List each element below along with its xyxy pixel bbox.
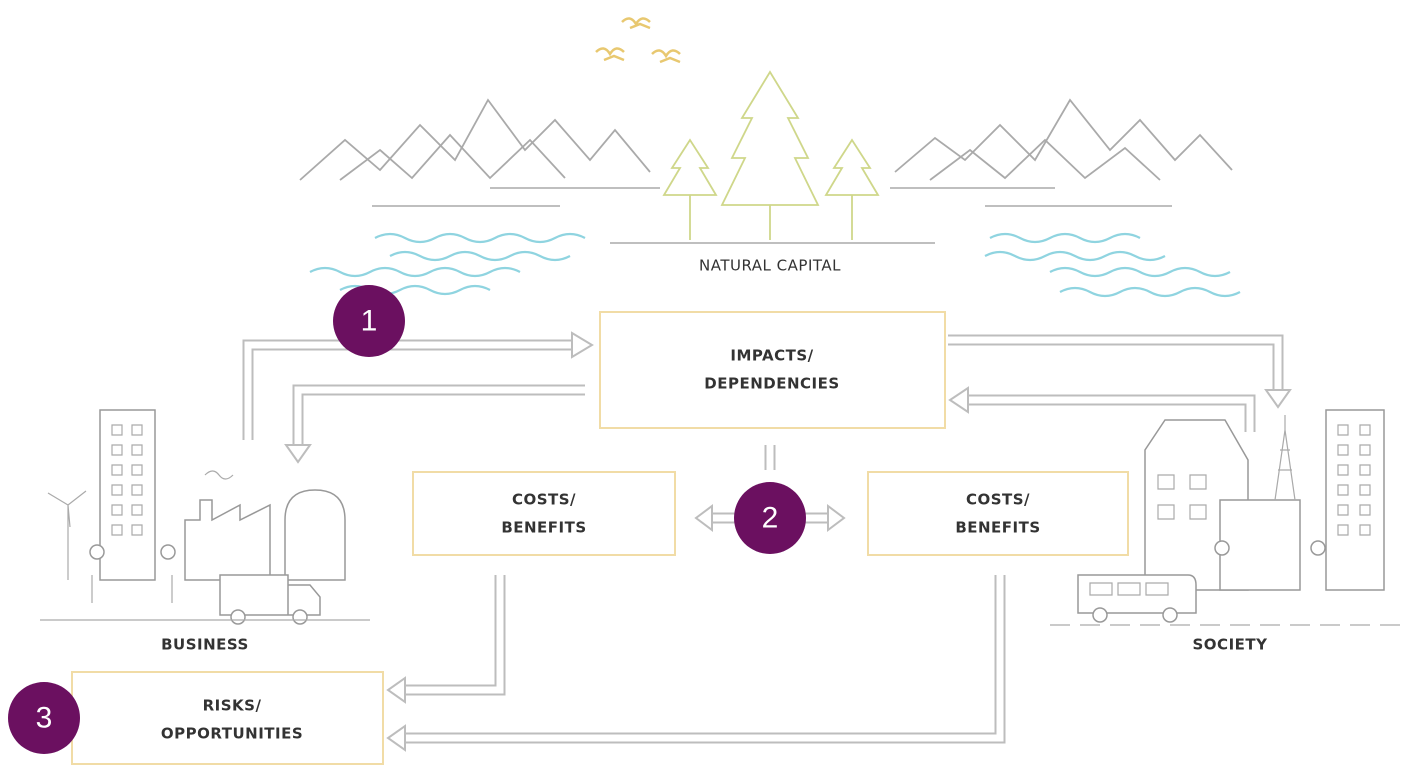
box-line: IMPACTS/ <box>730 347 813 365</box>
natural-capital-label: NATURAL CAPITAL <box>699 257 841 275</box>
box-line: DEPENDENCIES <box>704 375 839 393</box>
diagram: NATURAL CAPITAL IMPACTS/ DEPENDENCIES CO… <box>0 0 1408 768</box>
badge-number: 2 <box>762 502 779 535</box>
risks-box: RISKS/ OPPORTUNITIES <box>72 672 383 764</box>
mountains <box>300 100 1232 180</box>
box-line: BENEFITS <box>955 519 1040 537</box>
costs-left-box: COSTS/ BENEFITS <box>413 472 675 555</box>
ground-lines <box>372 188 1172 243</box>
box-line: RISKS/ <box>203 697 262 715</box>
box-line: COSTS/ <box>512 491 576 509</box>
trees <box>664 72 878 240</box>
badge-number: 1 <box>361 305 378 338</box>
impacts-box: IMPACTS/ DEPENDENCIES <box>600 312 945 428</box>
birds <box>596 18 680 62</box>
society-label: SOCIETY <box>1193 636 1269 654</box>
box-line: BENEFITS <box>501 519 586 537</box>
costs-right-box: COSTS/ BENEFITS <box>868 472 1128 555</box>
box-line: OPPORTUNITIES <box>161 725 303 743</box>
badge: 2 <box>734 482 806 554</box>
badge: 3 <box>8 682 80 754</box>
box-line: COSTS/ <box>966 491 1030 509</box>
badge-number: 3 <box>36 702 53 735</box>
business-illustration <box>40 410 370 624</box>
business-label: BUSINESS <box>161 636 249 654</box>
badge: 1 <box>333 285 405 357</box>
